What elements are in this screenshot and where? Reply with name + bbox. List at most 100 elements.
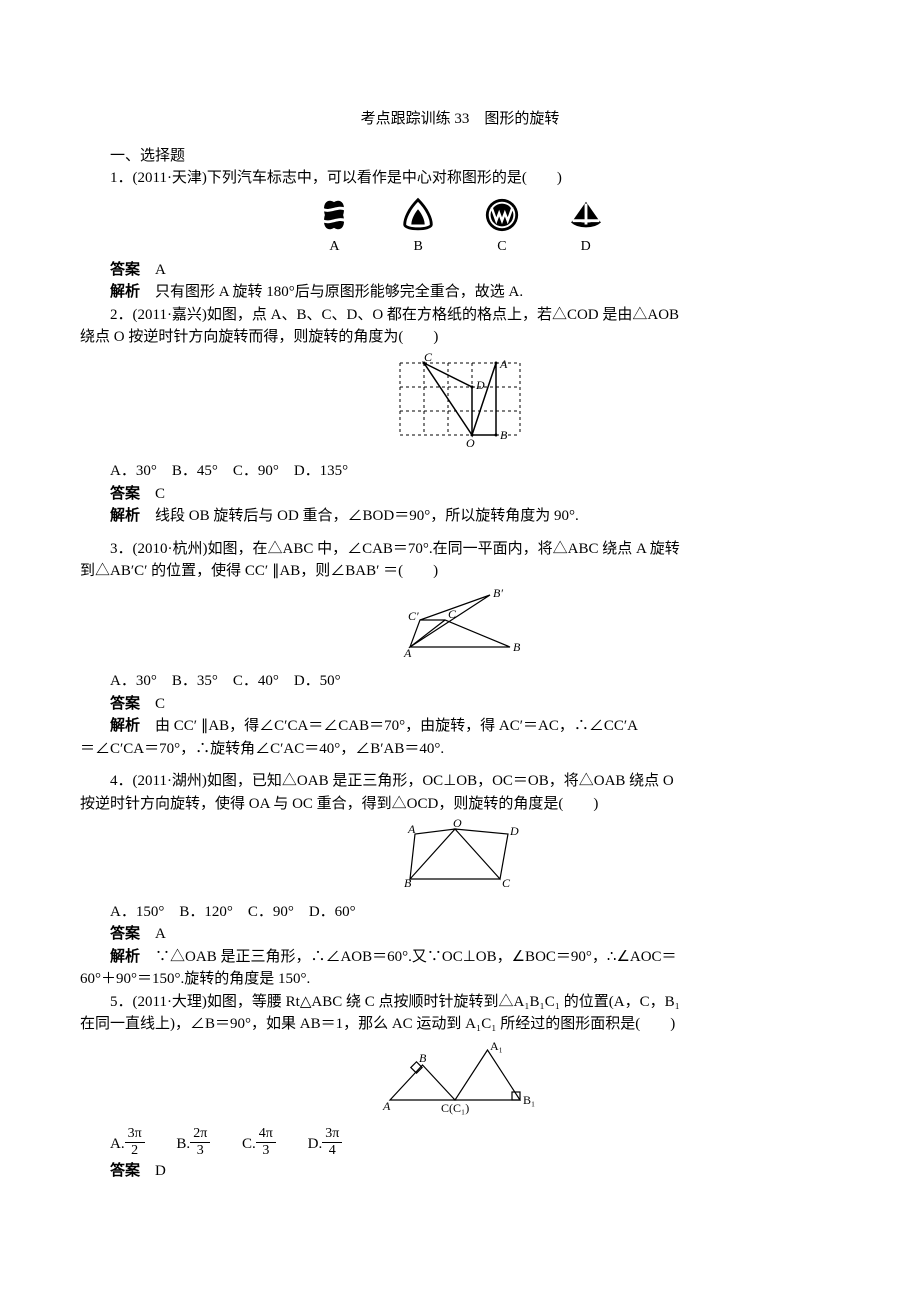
q3-explain-line2: ＝∠C′CA＝70°，∴旋转角∠C′AC＝40°，∠B′AB＝40°. bbox=[80, 738, 840, 761]
logo-a-label: A bbox=[304, 236, 364, 257]
q5-stem-line1: 5．(2011·大理)如图，等腰 Rt△ABC 绕 C 点按顺时针旋转到△A₁B… bbox=[80, 991, 840, 1014]
q1-logo-c: C bbox=[472, 196, 532, 257]
fraction: 3π2 bbox=[125, 1127, 145, 1158]
svg-text:D: D bbox=[475, 378, 485, 392]
q5-choice-c: C.4π3 bbox=[242, 1129, 276, 1160]
svg-text:A: A bbox=[382, 1099, 391, 1113]
q1-explain: 只有图形 A 旋转 180°后与原图形能够完全重合，故选 A. bbox=[155, 284, 523, 300]
q4-explain-line1: ∵△OAB 是正三角形，∴∠AOB＝60°.又∵OC⊥OB，∠BOC＝90°，∴… bbox=[155, 949, 677, 965]
svg-text:B: B bbox=[513, 640, 521, 654]
q5-answer: D bbox=[155, 1163, 166, 1179]
q2-explain: 线段 OB 旋转后与 OD 重合，∠BOD＝90°，所以旋转角度为 90°. bbox=[155, 508, 579, 524]
spacer bbox=[80, 528, 840, 538]
fraction: 2π3 bbox=[190, 1127, 210, 1158]
answer-label: 答案 bbox=[110, 926, 140, 942]
svg-text:A: A bbox=[499, 357, 508, 371]
choice-letter: D. bbox=[308, 1136, 323, 1152]
svg-text:C: C bbox=[502, 876, 511, 889]
section-heading: 一、选择题 bbox=[80, 145, 840, 168]
page-title: 考点跟踪训练 33 图形的旋转 bbox=[80, 108, 840, 131]
frac-num: 3π bbox=[125, 1127, 145, 1143]
svg-text:O: O bbox=[453, 819, 462, 830]
logo-d-icon bbox=[556, 196, 616, 234]
q1-logo-d: D bbox=[556, 196, 616, 257]
frac-num: 3π bbox=[322, 1127, 342, 1143]
page: 考点跟踪训练 33 图形的旋转 一、选择题 1．(2011·天津)下列汽车标志中… bbox=[0, 0, 920, 1302]
logo-b-label: B bbox=[388, 236, 448, 257]
q3-explain-row1: 解析 由 CC′ ∥AB，得∠C′CA＝∠CAB＝70°，由旋转，得 AC′＝A… bbox=[80, 715, 840, 738]
q5-choice-d: D.3π4 bbox=[308, 1129, 343, 1160]
q1-logo-b: B bbox=[388, 196, 448, 257]
q2-stem-line1: 2．(2011·嘉兴)如图，点 A、B、C、D、O 都在方格纸的格点上，若△CO… bbox=[80, 304, 840, 327]
q3-answer: C bbox=[155, 696, 165, 712]
spacer bbox=[80, 760, 840, 770]
q1-logo-a: A bbox=[304, 196, 364, 257]
q2-stem-line2: 绕点 O 按逆时针方向旋转而得，则旋转的角度为( ) bbox=[80, 326, 840, 349]
q4-choices: A．150° B．120° C．90° D．60° bbox=[80, 901, 840, 924]
svg-text:B′: B′ bbox=[493, 587, 503, 600]
svg-text:D: D bbox=[509, 824, 519, 838]
q1-answer-row: 答案 A bbox=[80, 259, 840, 282]
q5-stem-line2: 在同一直线上)，∠B＝90°，如果 AB＝1，那么 AC 运动到 A₁C₁ 所经… bbox=[80, 1013, 840, 1036]
q1-logos-row: A B C bbox=[80, 196, 840, 257]
svg-text:O: O bbox=[466, 436, 475, 449]
answer-label: 答案 bbox=[110, 696, 140, 712]
q5-choice-b: B.2π3 bbox=[176, 1129, 210, 1160]
q5-answer-row: 答案 D bbox=[80, 1160, 840, 1183]
svg-text:C′: C′ bbox=[408, 609, 419, 623]
q3-stem-line1: 3．(2010·杭州)如图，在△ABC 中，∠CAB＝70°.在同一平面内，将△… bbox=[80, 538, 840, 561]
logo-c-icon bbox=[472, 196, 532, 234]
choice-letter: A. bbox=[110, 1136, 125, 1152]
q4-explain-line2: 60°＋90°＝150°.旋转的角度是 150°. bbox=[80, 968, 840, 991]
frac-den: 4 bbox=[322, 1143, 342, 1158]
q4-stem-line1: 4．(2011·湖州)如图，已知△OAB 是正三角形，OC⊥OB，OC＝OB，将… bbox=[80, 770, 840, 793]
q4-answer-row: 答案 A bbox=[80, 923, 840, 946]
q5-figure: A B C(C₁) A₁ B₁ bbox=[80, 1040, 840, 1126]
q4-stem-line2: 按逆时针方向旋转，使得 OA 与 OC 重合，得到△OCD，则旋转的角度是( ) bbox=[80, 793, 840, 816]
svg-text:B₁: B₁ bbox=[523, 1093, 535, 1107]
frac-num: 2π bbox=[190, 1127, 210, 1143]
q2-answer: C bbox=[155, 486, 165, 502]
q2-explain-row: 解析 线段 OB 旋转后与 OD 重合，∠BOD＝90°，所以旋转角度为 90°… bbox=[80, 505, 840, 528]
answer-label: 答案 bbox=[110, 1163, 140, 1179]
logo-a-icon bbox=[304, 196, 364, 234]
q3-stem-line2: 到△AB′C′ 的位置，使得 CC′ ∥AB，则∠BAB′ ＝( ) bbox=[80, 560, 840, 583]
q4-explain-row1: 解析 ∵△OAB 是正三角形，∴∠AOB＝60°.又∵OC⊥OB，∠BOC＝90… bbox=[80, 946, 840, 969]
logo-c-label: C bbox=[472, 236, 532, 257]
q4-figure: A O D B C bbox=[80, 819, 840, 897]
choice-letter: B. bbox=[176, 1136, 190, 1152]
q3-answer-row: 答案 C bbox=[80, 693, 840, 716]
q3-figure: A B C C′ B′ bbox=[80, 587, 840, 667]
q3-explain-line1: 由 CC′ ∥AB，得∠C′CA＝∠CAB＝70°，由旋转，得 AC′＝AC，∴… bbox=[155, 718, 638, 734]
svg-text:A: A bbox=[403, 646, 412, 659]
logo-b-icon bbox=[388, 196, 448, 234]
q2-choices: A．30° B．45° C．90° D．135° bbox=[80, 460, 840, 483]
choice-letter: C. bbox=[242, 1136, 256, 1152]
q1-answer: A bbox=[155, 262, 166, 278]
svg-text:C: C bbox=[424, 353, 433, 364]
q2-figure: C A D O B bbox=[80, 353, 840, 457]
q1-explain-row: 解析 只有图形 A 旋转 180°后与原图形能够完全重合，故选 A. bbox=[80, 281, 840, 304]
fraction: 4π3 bbox=[256, 1127, 276, 1158]
frac-den: 3 bbox=[256, 1143, 276, 1158]
svg-text:B: B bbox=[404, 876, 412, 889]
q3-choices: A．30° B．35° C．40° D．50° bbox=[80, 670, 840, 693]
answer-label: 答案 bbox=[110, 486, 140, 502]
frac-den: 3 bbox=[190, 1143, 210, 1158]
answer-label: 答案 bbox=[110, 262, 140, 278]
frac-num: 4π bbox=[256, 1127, 276, 1143]
svg-text:A₁: A₁ bbox=[490, 1040, 503, 1053]
explain-label: 解析 bbox=[110, 718, 140, 734]
explain-label: 解析 bbox=[110, 284, 140, 300]
explain-label: 解析 bbox=[110, 949, 140, 965]
q5-choices: A.3π2 B.2π3 C.4π3 D.3π4 bbox=[80, 1129, 840, 1160]
svg-text:B: B bbox=[419, 1051, 427, 1065]
q4-answer: A bbox=[155, 926, 166, 942]
frac-den: 2 bbox=[125, 1143, 145, 1158]
explain-label: 解析 bbox=[110, 508, 140, 524]
svg-text:A: A bbox=[407, 822, 416, 836]
svg-text:C: C bbox=[448, 607, 457, 621]
q2-answer-row: 答案 C bbox=[80, 483, 840, 506]
q5-choice-a: A.3π2 bbox=[110, 1129, 145, 1160]
svg-text:C(C₁): C(C₁) bbox=[441, 1101, 469, 1115]
